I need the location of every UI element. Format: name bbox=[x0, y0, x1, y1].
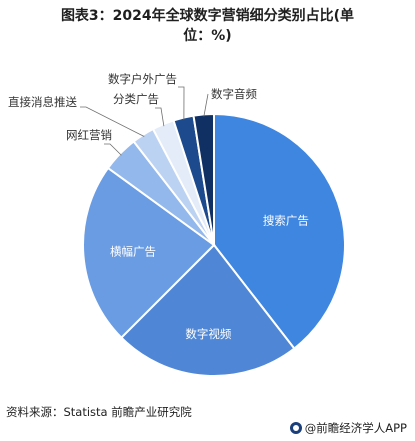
brand-mark: @前瞻经济学人APP bbox=[289, 420, 407, 436]
source-note: 资料来源：Statista 前瞻产业研究院 bbox=[6, 405, 192, 419]
slice-3 bbox=[82, 166, 216, 340]
slice-label-4: 网红营销 bbox=[66, 128, 112, 142]
title-line-2: 位：%) bbox=[183, 28, 232, 44]
leader-line-5 bbox=[80, 106, 145, 137]
slice-label-7: 数字户外广告 bbox=[108, 72, 177, 86]
slice-1 bbox=[213, 112, 346, 350]
chart-title: 图表3：2024年全球数字营销细分类别占比(单 位：%) bbox=[0, 6, 415, 46]
title-line-1: 图表3：2024年全球数字营销细分类别占比(单 bbox=[60, 8, 355, 24]
slice-label-5: 直接消息推送 bbox=[8, 95, 77, 109]
slice-label-1: 搜索广告 bbox=[263, 213, 309, 227]
brand-logo-icon bbox=[289, 422, 302, 434]
brand-text: @前瞻经济学人APP bbox=[304, 421, 407, 435]
slice-label-3: 横幅广告 bbox=[110, 244, 156, 258]
leader-lines bbox=[80, 86, 209, 156]
leader-line-6 bbox=[155, 107, 165, 127]
leader-line-8 bbox=[203, 93, 209, 117]
slice-label-8: 数字音频 bbox=[211, 87, 257, 101]
leader-line-4 bbox=[104, 143, 122, 156]
slice-8 bbox=[192, 112, 215, 246]
slice-label-2: 数字视频 bbox=[185, 327, 231, 341]
slice-2 bbox=[119, 243, 296, 377]
leader-line-7 bbox=[178, 86, 185, 120]
slice-label-6: 分类广告 bbox=[113, 92, 159, 106]
